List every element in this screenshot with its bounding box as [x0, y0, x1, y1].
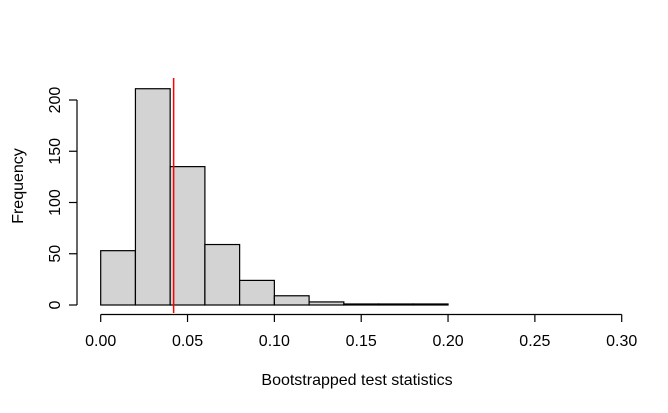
histogram-bar	[343, 303, 380, 306]
x-axis-title: Bootstrapped test statistics	[261, 372, 452, 389]
x-tick-label: 0.00	[85, 333, 116, 350]
histogram-bar	[169, 166, 206, 306]
x-tick-label: 0.10	[259, 333, 290, 350]
histogram-bar	[239, 279, 275, 306]
chart-layer: 0 50 100 150 200 0.00 0.05 0.10 0.15 0.20 0.25 0.30	[47, 78, 637, 350]
y-axis-title: Frequency	[10, 148, 27, 224]
histogram-bar	[100, 250, 137, 306]
y-tick-label: 200	[47, 87, 64, 114]
y-tick-label: 100	[47, 189, 64, 216]
histogram-bar	[273, 295, 310, 306]
x-tick-label: 0.25	[519, 333, 550, 350]
x-tick-label: 0.20	[432, 333, 463, 350]
x-tick-label: 0.15	[346, 333, 377, 350]
histogram-bar	[204, 243, 241, 306]
y-tick-label: 150	[47, 138, 64, 165]
x-tick-label: 0.05	[172, 333, 203, 350]
histogram-bar	[134, 88, 171, 306]
histogram-bar	[308, 301, 345, 306]
histogram-bar	[377, 303, 414, 306]
y-tick-label: 50	[47, 245, 64, 263]
x-tick-label: 0.30	[606, 333, 637, 350]
y-tick-label: 0	[47, 300, 64, 309]
histogram-bar	[412, 303, 449, 306]
